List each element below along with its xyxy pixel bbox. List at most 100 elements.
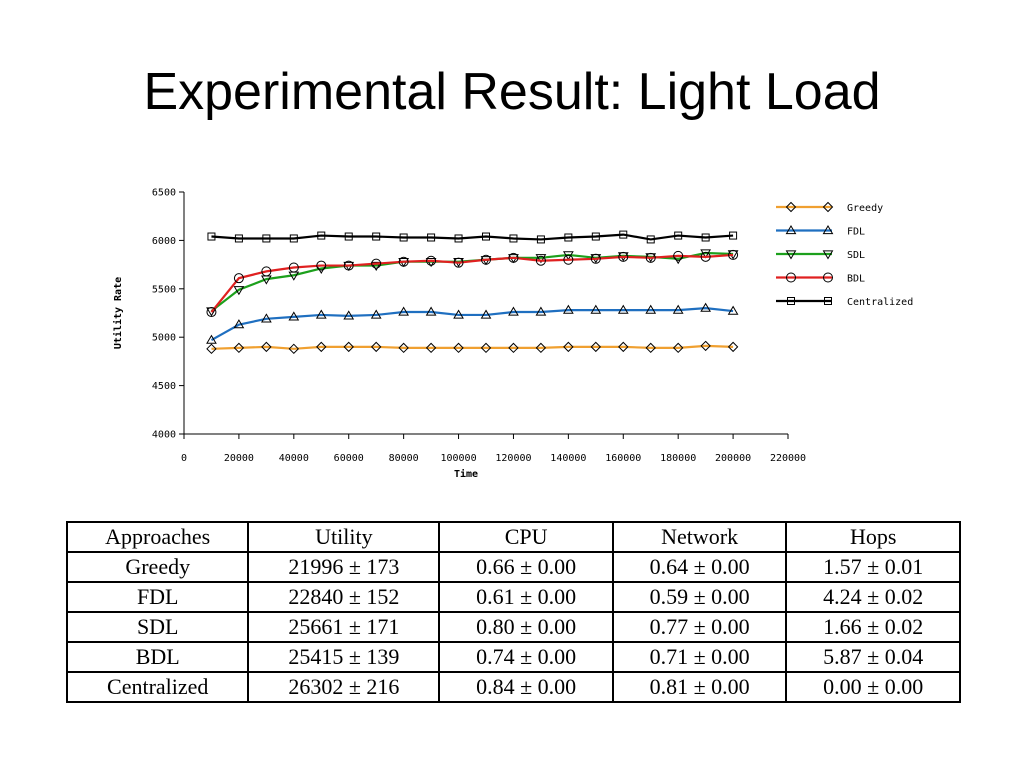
data-point-greedy <box>398 342 409 354</box>
data-point-centralized <box>344 232 353 241</box>
data-point-fdl <box>617 304 629 314</box>
legend-marker-bdl <box>823 272 833 283</box>
data-point-greedy <box>453 342 464 354</box>
data-point-bdl <box>645 252 656 263</box>
x-tick-label: 220000 <box>770 453 806 464</box>
legend-label-bdl: BDL <box>847 274 865 285</box>
legend-marker-fdl <box>822 225 834 235</box>
data-point-centralized <box>729 231 738 240</box>
header-utility: Utility <box>247 521 441 553</box>
data-point-bdl <box>371 258 382 269</box>
data-point-bdl <box>261 266 272 277</box>
data-point-bdl <box>535 255 546 266</box>
cell-utility: 25415 ± 139 <box>247 641 441 673</box>
legend-marker-fdl <box>785 225 797 235</box>
y-tick-label: 4000 <box>152 430 176 441</box>
data-point-fdl <box>645 304 657 314</box>
legend-label-fdl: FDL <box>847 227 865 238</box>
data-point-bdl <box>508 252 519 263</box>
data-point-fdl <box>508 306 519 316</box>
cell-hops: 4.24 ± 0.02 <box>785 581 961 613</box>
series-line-fdl <box>210 307 734 342</box>
data-point-greedy <box>727 341 739 353</box>
data-point-bdl <box>206 307 217 318</box>
data-point-bdl <box>700 251 711 262</box>
cell-hops: 5.87 ± 0.04 <box>785 641 961 673</box>
cell-cpu: 0.66 ± 0.00 <box>438 551 614 583</box>
data-point-sdl <box>370 261 382 272</box>
data-point-sdl <box>535 254 547 264</box>
data-point-greedy <box>535 342 547 354</box>
data-point-bdl <box>343 260 354 271</box>
header-network: Network <box>611 521 788 553</box>
cell-cpu: 0.80 ± 0.00 <box>438 611 614 643</box>
y-tick-label: 4500 <box>152 381 176 392</box>
data-point-bdl <box>398 256 409 267</box>
y-tick-label: 6000 <box>152 236 176 247</box>
x-tick-label: 100000 <box>440 453 476 464</box>
data-point-centralized <box>674 231 683 240</box>
cell-utility: 21996 ± 173 <box>247 551 441 583</box>
cell-approach: FDL <box>65 581 250 613</box>
x-tick-label: 200000 <box>715 453 751 464</box>
data-point-fdl <box>562 304 574 314</box>
data-point-fdl <box>233 319 245 329</box>
cell-utility: 25661 ± 171 <box>247 611 441 643</box>
x-tick-label: 120000 <box>495 453 531 464</box>
x-tick-label: 80000 <box>389 453 419 464</box>
data-point-greedy <box>480 342 492 354</box>
data-point-greedy <box>343 341 354 353</box>
data-point-centralized <box>317 231 326 240</box>
cell-utility: 22840 ± 152 <box>247 581 441 613</box>
data-point-bdl <box>673 250 684 261</box>
data-point-greedy <box>672 342 684 354</box>
legend-label-sdl: SDL <box>847 250 865 261</box>
data-point-greedy <box>206 343 217 355</box>
data-point-centralized <box>207 232 216 241</box>
data-point-centralized <box>591 232 600 241</box>
data-point-greedy <box>618 341 629 353</box>
data-point-sdl <box>700 249 712 259</box>
data-point-bdl <box>481 254 491 265</box>
data-point-bdl <box>590 253 601 264</box>
data-point-fdl <box>480 309 492 319</box>
cell-cpu: 0.84 ± 0.00 <box>438 671 614 703</box>
data-point-fdl <box>590 304 602 314</box>
data-point-greedy <box>590 341 602 353</box>
header-cpu: CPU <box>438 521 614 553</box>
data-point-centralized <box>289 234 298 243</box>
data-point-greedy <box>563 341 574 353</box>
data-point-sdl <box>233 286 245 296</box>
data-point-fdl <box>343 310 355 320</box>
cell-utility: 26302 ± 216 <box>247 671 441 703</box>
x-tick-label: 20000 <box>224 453 254 464</box>
data-point-centralized <box>399 233 408 242</box>
y-axis-label: Utility Rate <box>112 277 124 349</box>
data-point-centralized <box>262 234 271 243</box>
legend-marker-sdl <box>822 250 834 260</box>
data-point-bdl <box>453 257 464 268</box>
legend-label-greedy: Greedy <box>847 203 883 214</box>
data-point-fdl <box>672 304 684 314</box>
data-point-greedy <box>261 341 272 353</box>
data-point-fdl <box>535 306 547 316</box>
legend-marker-centralized <box>787 297 795 305</box>
data-point-greedy <box>425 342 437 354</box>
data-point-greedy <box>233 342 245 354</box>
x-axis-label: Time <box>454 468 478 480</box>
x-tick-label: 60000 <box>334 453 364 464</box>
data-point-bdl <box>618 251 629 262</box>
y-tick-label: 6500 <box>152 188 176 199</box>
x-tick-label: 0 <box>181 453 187 464</box>
data-point-greedy <box>370 341 382 353</box>
data-point-fdl <box>425 306 437 316</box>
legend-marker-greedy <box>822 201 834 213</box>
data-point-fdl <box>370 309 382 319</box>
data-point-fdl <box>288 311 300 321</box>
legend-marker-sdl <box>785 250 797 260</box>
cell-network: 0.77 ± 0.00 <box>611 611 788 643</box>
utility-line-chart: 4000 4500 5000 5500 6000 6500 0 20000 40000 60000… <box>112 188 913 481</box>
slide-title: Experimental Result: Light Load <box>143 63 881 121</box>
data-point-greedy <box>288 343 300 355</box>
cell-hops: 1.57 ± 0.01 <box>785 551 961 583</box>
